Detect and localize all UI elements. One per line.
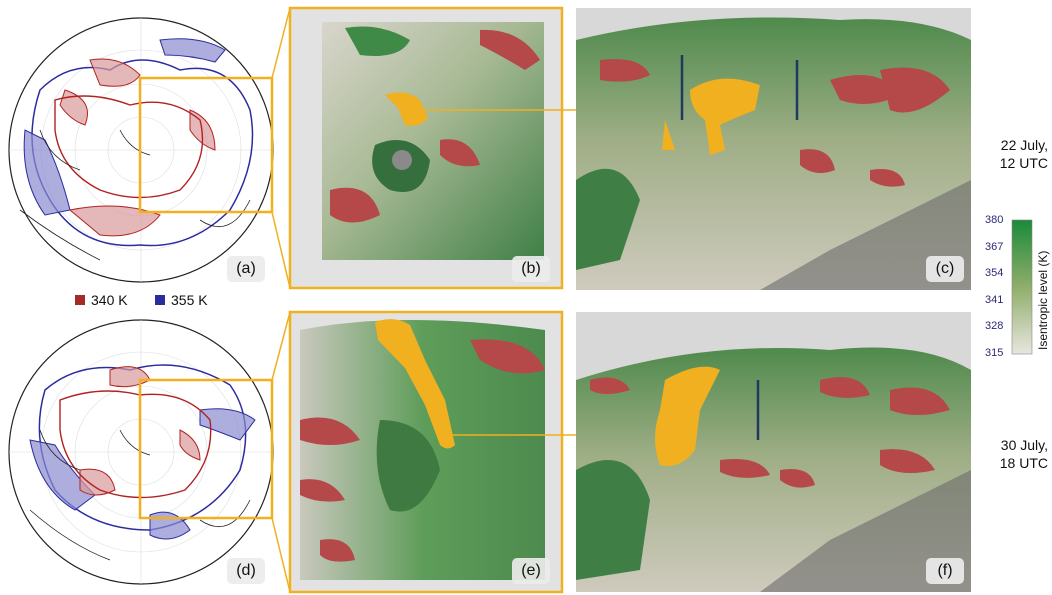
date-top-line1: 22 July,: [1000, 137, 1048, 153]
legend-label-340k: 340 K: [91, 292, 128, 308]
date-top-line2: 12 UTC: [999, 155, 1048, 171]
panel-f-render: [576, 312, 971, 592]
date-top: 22 July, 12 UTC: [978, 136, 1048, 172]
colorbar-tick: 367: [985, 241, 1004, 253]
colorbar-title: Isentropic level (K): [1036, 250, 1050, 350]
panel-d-highlight-box: [138, 378, 274, 520]
colorbar-gradient: [1011, 219, 1033, 355]
legend-item-340k: 340 K: [75, 292, 128, 308]
colorbar-tick: 380: [985, 214, 1004, 226]
panel-e-render: [288, 310, 564, 594]
colorbar-tick: 354: [985, 267, 1004, 279]
legend-swatch-red: [75, 295, 85, 305]
legend-label-355k: 355 K: [171, 292, 208, 308]
colorbar-tick: 328: [985, 320, 1004, 332]
panel-label-e: (e): [512, 558, 550, 584]
panel-label-a: (a): [227, 256, 265, 282]
date-bottom-line1: 30 July,: [1000, 437, 1048, 453]
panel-label-c: (c): [926, 256, 964, 282]
colorbar-tick: 341: [985, 294, 1004, 306]
legend-swatch-blue: [155, 295, 165, 305]
colorbar-tick: 315: [985, 347, 1004, 359]
panel-c-render: [576, 8, 971, 290]
date-bottom: 30 July, 18 UTC: [978, 436, 1048, 472]
date-bottom-line2: 18 UTC: [999, 455, 1048, 471]
panel-label-b: (b): [512, 256, 550, 282]
panel-label-f: (f): [926, 558, 964, 584]
panel-a-highlight-box: [138, 76, 274, 214]
panel-label-d: (d): [227, 558, 265, 584]
panel-b-render: [288, 6, 564, 290]
legend-item-355k: 355 K: [155, 292, 208, 308]
